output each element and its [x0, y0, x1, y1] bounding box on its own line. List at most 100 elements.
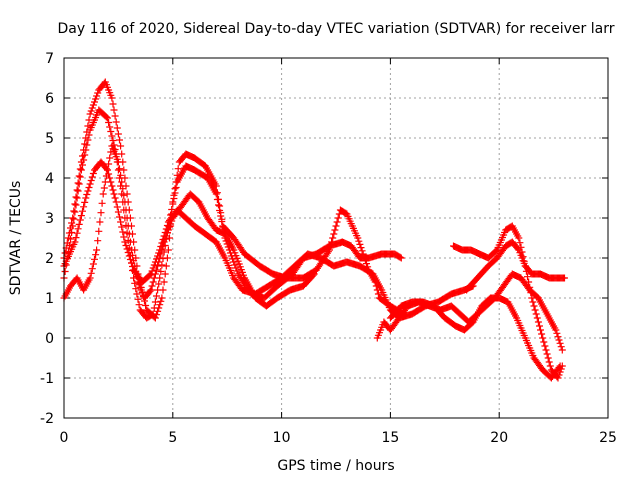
data-point	[109, 100, 117, 108]
data-point	[123, 214, 131, 222]
data-point	[541, 342, 549, 350]
data-point	[532, 310, 540, 318]
data-point	[86, 110, 94, 118]
data-point	[126, 256, 134, 263]
data-point	[68, 219, 76, 227]
data-point	[87, 107, 95, 115]
data-point	[86, 274, 94, 282]
data-point	[329, 234, 337, 242]
data-point	[217, 212, 225, 220]
data-point	[172, 184, 180, 191]
data-point	[68, 229, 76, 236]
grid	[64, 58, 608, 418]
data-point	[232, 264, 240, 272]
data-point	[121, 238, 129, 246]
series-trace-1	[60, 78, 407, 322]
data-point	[164, 246, 172, 254]
x-tick-label: 20	[490, 430, 508, 446]
data-point	[526, 283, 534, 291]
data-point	[121, 198, 129, 206]
data-point	[79, 161, 86, 169]
data-point	[171, 189, 179, 197]
data-point	[88, 173, 96, 181]
x-axis-label: GPS time / hours	[277, 458, 394, 474]
data-point	[84, 136, 92, 144]
data-point	[212, 190, 220, 198]
data-point	[71, 208, 79, 216]
data-point	[112, 118, 120, 126]
data-point	[148, 267, 156, 275]
data-point	[114, 130, 122, 138]
data-point	[158, 239, 166, 247]
data-point	[334, 214, 342, 222]
data-point	[61, 268, 69, 275]
data-point	[94, 89, 102, 97]
data-point	[119, 185, 127, 193]
data-point	[157, 297, 165, 305]
data-point	[161, 270, 169, 278]
data-point	[73, 186, 81, 194]
data-point	[106, 154, 114, 162]
series-trace-2	[60, 106, 405, 322]
data-point	[87, 269, 95, 277]
data-point	[113, 124, 121, 132]
data-point	[157, 243, 165, 250]
data-point	[95, 227, 103, 235]
data-point	[84, 187, 92, 195]
data-point	[113, 203, 121, 211]
data-point	[75, 220, 83, 228]
data-point	[356, 240, 364, 248]
data-point	[91, 255, 98, 263]
data-point	[104, 166, 111, 174]
data-point	[71, 238, 79, 246]
data-point	[80, 203, 88, 211]
data-point	[154, 307, 162, 315]
data-point	[67, 235, 74, 243]
data-point	[114, 158, 122, 166]
data-point	[310, 270, 318, 278]
data-point	[73, 229, 81, 237]
data-point	[147, 270, 155, 278]
data-point	[151, 298, 159, 306]
data-point	[85, 131, 93, 139]
data-point	[396, 253, 404, 261]
data-point	[129, 251, 136, 259]
plot-border	[63, 57, 609, 419]
x-tick-label: 15	[381, 430, 399, 446]
data-point	[355, 237, 363, 245]
data-point	[82, 194, 90, 202]
data-point	[556, 339, 564, 347]
y-tick-labels: -2 -1 0 1 2 3 4 5 6 7	[40, 51, 54, 427]
data-point	[98, 199, 106, 207]
data-point	[149, 310, 157, 318]
data-point	[92, 95, 100, 103]
data-point	[358, 247, 366, 255]
y-tick-label: 3	[45, 211, 54, 227]
data-point	[123, 245, 131, 253]
data-point	[106, 174, 114, 182]
data-point	[160, 232, 168, 240]
data-point	[80, 156, 88, 164]
data-point	[169, 200, 177, 208]
data-point	[330, 230, 338, 238]
data-point	[156, 301, 164, 309]
data-point	[70, 215, 78, 223]
data-point	[107, 128, 115, 135]
data-point	[331, 226, 339, 234]
y-tick-label: 0	[45, 331, 54, 347]
data-point	[72, 234, 80, 242]
y-tick-label: 5	[45, 131, 54, 147]
series-trace-6	[386, 294, 564, 382]
data-point	[555, 371, 563, 379]
data-point	[150, 304, 158, 312]
x-tick-label: 25	[599, 430, 617, 446]
y-tick-label: 4	[45, 171, 54, 187]
data-point	[151, 314, 159, 322]
data-point	[554, 333, 562, 341]
data-point	[529, 298, 537, 306]
data-point	[83, 191, 91, 198]
data-point	[534, 318, 542, 326]
data-point	[122, 242, 130, 249]
data-point	[537, 326, 544, 334]
data-point	[84, 122, 92, 130]
